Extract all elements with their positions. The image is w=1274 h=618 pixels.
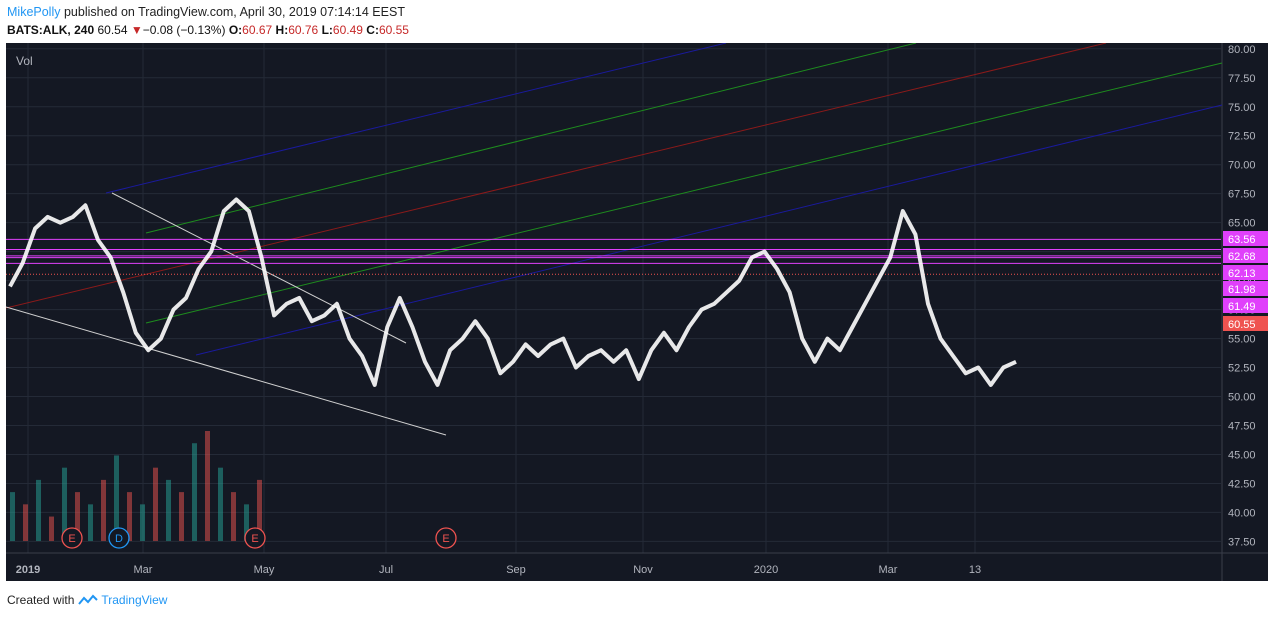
time-tick-label: Mar — [879, 564, 898, 576]
price-tick-label: 67.50 — [1228, 189, 1256, 201]
price-label-box — [1223, 281, 1268, 296]
published-text: published on TradingView.com, April 30, … — [63, 5, 405, 19]
trend-line — [6, 306, 447, 436]
volume-indicator-label[interactable]: Vol — [16, 54, 33, 68]
trend-line — [6, 43, 1107, 309]
down-arrow-icon: ▼ — [130, 23, 143, 37]
event-marker-label: E — [68, 533, 75, 545]
event-marker — [61, 527, 83, 549]
event-marker-label: E — [442, 533, 449, 545]
time-tick-label: Mar — [134, 564, 153, 576]
event-marker — [108, 527, 130, 549]
price-tick-label: 45.00 — [1228, 449, 1256, 461]
volume-bar — [75, 492, 80, 541]
price-tick-label: 77.50 — [1228, 73, 1256, 85]
last-price: 60.54 — [97, 23, 128, 37]
trend-line — [145, 62, 1223, 324]
volume-bar — [127, 492, 132, 541]
price-tick-label: 40.00 — [1228, 507, 1256, 519]
price-label-text: 62.13 — [1228, 268, 1256, 280]
created-with-text: Created with — [7, 593, 75, 607]
trend-line — [111, 192, 407, 344]
volume-bar — [244, 504, 249, 541]
price-chart[interactable]: 37.50 40.00 42.50 45.00 47.50 50.00 52.50 55.00… — [6, 43, 1268, 581]
price-tick-label: 52.50 — [1228, 363, 1256, 375]
price-label-text: 61.49 — [1228, 301, 1256, 313]
price-tick-label: 80.00 — [1228, 44, 1256, 56]
volume-bar — [231, 492, 236, 541]
volume-bar — [205, 431, 210, 541]
price-label-box — [1223, 298, 1268, 313]
price-tick-label: 55.00 — [1228, 334, 1256, 346]
volume-bar — [23, 504, 28, 541]
volume-bar — [114, 455, 119, 541]
price-tick-label: 65.00 — [1228, 218, 1256, 230]
author-link[interactable]: MikePolly — [7, 5, 61, 19]
low-label: L: — [321, 23, 333, 37]
trend-line — [145, 43, 917, 234]
low-value: 60.49 — [332, 23, 363, 37]
event-marker-label: D — [115, 533, 123, 545]
price-tick-label: 50.00 — [1228, 392, 1256, 404]
price-tick-label: 42.50 — [1228, 478, 1256, 490]
volume-bar — [88, 504, 93, 541]
price-label-box — [1223, 248, 1268, 263]
price-tick-label: 75.00 — [1228, 102, 1256, 114]
volume-bar — [153, 467, 158, 541]
open-value: 60.67 — [242, 23, 273, 37]
close-label: C: — [366, 23, 379, 37]
open-label: O: — [228, 23, 243, 37]
time-tick-label: Sep — [506, 564, 526, 576]
time-tick-label: Nov — [633, 564, 653, 576]
price-tick-label: 47.50 — [1228, 421, 1256, 433]
volume-bar — [140, 504, 145, 541]
event-marker — [435, 527, 457, 549]
event-marker-label: E — [251, 533, 258, 545]
high-value: 60.76 — [288, 23, 319, 37]
time-tick-label: 2019 — [16, 564, 40, 576]
price-tick-label: 70.00 — [1228, 160, 1256, 172]
time-tick-label: 13 — [969, 564, 981, 576]
publish-line: MikePolly published on TradingView.com, … — [7, 5, 405, 19]
volume-bar — [166, 479, 171, 541]
trend-line — [195, 104, 1223, 356]
price-label-text: 62.68 — [1228, 251, 1256, 263]
time-tick-label: Jul — [379, 564, 393, 576]
price-label-text: 63.56 — [1228, 234, 1256, 246]
price-series — [8, 197, 1017, 387]
price-tick-label: 37.50 — [1228, 536, 1256, 548]
event-marker — [244, 527, 266, 549]
price-label-box — [1223, 316, 1268, 331]
price-tick-label: 72.50 — [1228, 131, 1256, 143]
volume-bar — [62, 467, 67, 541]
ohlc-line: BATS:ALK, 240 60.54 ▼−0.08 (−0.13%) O:60… — [7, 23, 409, 37]
time-tick-label: May — [254, 564, 275, 576]
volume-bar — [10, 492, 15, 541]
price-label-text: 61.98 — [1228, 284, 1256, 296]
trend-line — [105, 43, 727, 194]
price-label-box — [1223, 265, 1268, 280]
volume-bar — [49, 516, 54, 541]
volume-bar — [218, 467, 223, 541]
change: −0.08 (−0.13%) — [142, 23, 226, 37]
tradingview-link[interactable]: TradingView — [101, 593, 168, 607]
volume-bar — [36, 479, 41, 541]
footer: Created with TradingView — [7, 593, 167, 607]
price-label-box — [1223, 231, 1268, 246]
chart-area[interactable]: 37.50 40.00 42.50 45.00 47.50 50.00 52.50 55.00… — [6, 43, 1268, 581]
high-label: H: — [275, 23, 289, 37]
time-tick-label: 2020 — [754, 564, 778, 576]
volume-bar — [101, 479, 106, 541]
close-value: 60.55 — [378, 23, 409, 37]
tradingview-logo-icon — [78, 594, 99, 605]
volume-bar — [179, 492, 184, 541]
symbol: BATS:ALK, 240 — [7, 23, 95, 37]
volume-bar — [257, 479, 262, 541]
price-label-text: 60.55 — [1228, 319, 1256, 331]
volume-bar — [192, 443, 197, 541]
